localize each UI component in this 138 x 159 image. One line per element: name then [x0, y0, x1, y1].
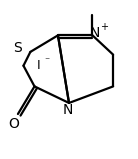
Text: N: N — [62, 103, 73, 117]
Text: I: I — [37, 59, 40, 72]
Text: O: O — [8, 117, 19, 131]
Text: S: S — [14, 41, 22, 55]
Text: ⁻: ⁻ — [44, 56, 49, 66]
Text: +: + — [100, 22, 108, 32]
Text: N: N — [90, 26, 100, 40]
